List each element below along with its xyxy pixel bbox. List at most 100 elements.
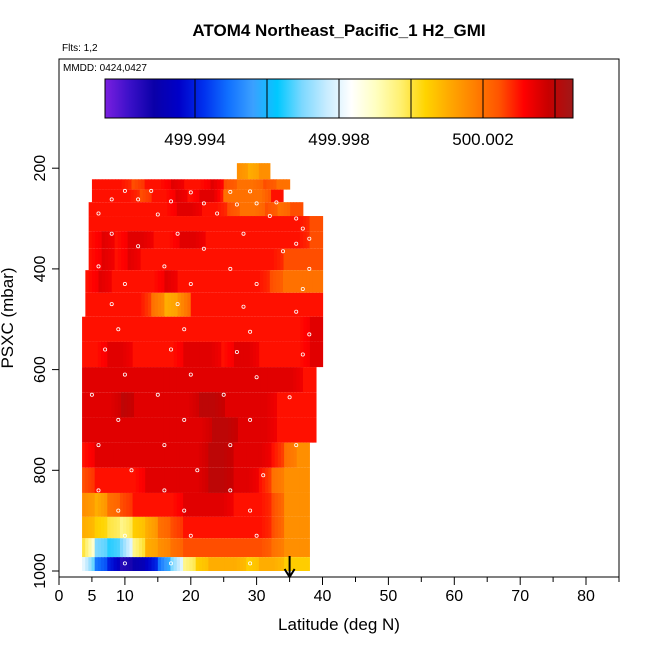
heatmap-cell xyxy=(137,417,142,443)
observation-point xyxy=(287,395,292,400)
heatmap-cell xyxy=(215,216,220,232)
observation-point xyxy=(221,392,226,397)
heatmap-cell xyxy=(233,179,238,190)
heatmap-cell xyxy=(233,538,238,558)
heatmap-cell xyxy=(95,231,99,249)
heatmap-cell xyxy=(134,248,138,271)
y-tick-label: 600 xyxy=(32,356,49,383)
heatmap-cell xyxy=(281,341,286,368)
heatmap-cell xyxy=(223,189,227,203)
heatmap-cell xyxy=(215,231,220,249)
heatmap-cell xyxy=(151,467,156,493)
heatmap-cell xyxy=(198,538,203,558)
heatmap-cell xyxy=(138,492,143,517)
heatmap-cell xyxy=(286,216,291,232)
heatmap-cell xyxy=(143,231,148,249)
heatmap-cell xyxy=(167,292,172,317)
heatmap-cell xyxy=(250,270,254,293)
heatmap-cell xyxy=(127,231,132,249)
heatmap-cell xyxy=(116,538,121,558)
observation-point xyxy=(175,231,180,236)
heatmap-cell xyxy=(203,292,208,317)
heatmap-cell xyxy=(221,316,226,342)
heatmap-cell xyxy=(147,216,151,232)
heatmap-cell xyxy=(280,202,285,217)
heatmap-cell xyxy=(88,467,93,493)
heatmap-cell xyxy=(113,538,118,558)
heatmap-cell xyxy=(117,417,122,443)
heatmap-cell xyxy=(160,516,165,539)
heatmap-cell xyxy=(88,492,93,517)
heatmap-cell xyxy=(253,163,257,180)
heatmap-cell xyxy=(274,442,279,468)
heatmap-cell xyxy=(94,202,99,217)
heatmap-cell xyxy=(154,189,159,203)
heatmap-cell xyxy=(119,467,124,493)
heatmap-cell xyxy=(265,467,269,493)
heatmap-cell xyxy=(217,292,221,317)
observation-point xyxy=(155,212,160,217)
heatmap-cell xyxy=(179,202,184,217)
heatmap-cell xyxy=(208,316,213,342)
heatmap-cell xyxy=(137,392,142,418)
heatmap-cell xyxy=(208,341,213,368)
heatmap-cell xyxy=(88,292,93,317)
heatmap-cell xyxy=(135,492,140,517)
heatmap-cell xyxy=(259,316,263,342)
heatmap-cell xyxy=(231,417,236,443)
heatmap-cell xyxy=(94,467,99,493)
heatmap-cell xyxy=(273,417,278,443)
heatmap-cell xyxy=(300,341,305,368)
heatmap-cell xyxy=(85,492,89,517)
heatmap-cell xyxy=(85,292,90,317)
heatmap-cell xyxy=(169,248,174,271)
heatmap-cell xyxy=(184,189,189,203)
heatmap-cell xyxy=(274,516,279,539)
heatmap-cell xyxy=(88,202,93,217)
heatmap-cell xyxy=(312,292,317,317)
heatmap-cell xyxy=(134,216,138,232)
x-tick-label: 10 xyxy=(116,588,134,605)
heatmap-cell xyxy=(226,292,231,317)
heatmap-cell xyxy=(160,417,164,443)
heatmap-cell xyxy=(94,442,99,468)
heatmap-cell xyxy=(284,516,288,539)
heatmap-cell xyxy=(249,442,254,468)
heatmap-cell xyxy=(170,538,175,558)
heatmap-cell xyxy=(94,189,99,203)
observation-point xyxy=(248,561,253,566)
observation-point xyxy=(136,244,141,249)
heatmap-cell xyxy=(145,492,149,517)
heatmap-cell xyxy=(170,442,175,468)
heatmap-cell xyxy=(280,467,285,493)
heatmap-cell xyxy=(221,231,226,249)
heatmap-cell xyxy=(167,538,172,558)
heatmap-cell xyxy=(189,367,194,393)
heatmap-cell xyxy=(138,442,143,468)
heatmap-cell xyxy=(108,179,113,190)
heatmap-cell xyxy=(289,270,294,293)
heatmap-cell xyxy=(151,292,156,317)
heatmap-cell xyxy=(290,341,295,368)
heatmap-cell xyxy=(173,392,177,418)
heatmap-cell xyxy=(283,216,288,232)
heatmap-cell xyxy=(186,341,191,368)
heatmap-cell xyxy=(173,538,178,558)
heatmap-cell xyxy=(123,341,127,368)
heatmap-cell xyxy=(238,248,242,271)
observation-point xyxy=(109,231,114,236)
heatmap-cell xyxy=(257,248,262,271)
heatmap-cell xyxy=(129,202,134,217)
heatmap-cell xyxy=(85,367,90,393)
heatmap-cell xyxy=(157,516,162,539)
heatmap-cell xyxy=(156,367,161,393)
heatmap-cell xyxy=(273,270,277,293)
heatmap-cell xyxy=(142,341,146,368)
heatmap-cell xyxy=(104,316,108,342)
heatmap-cell xyxy=(228,216,233,232)
heatmap-cell xyxy=(218,231,223,249)
heatmap-cell xyxy=(126,316,131,342)
heatmap-cell xyxy=(145,442,149,468)
observation-point xyxy=(248,329,253,334)
heatmap-cell xyxy=(239,442,244,468)
